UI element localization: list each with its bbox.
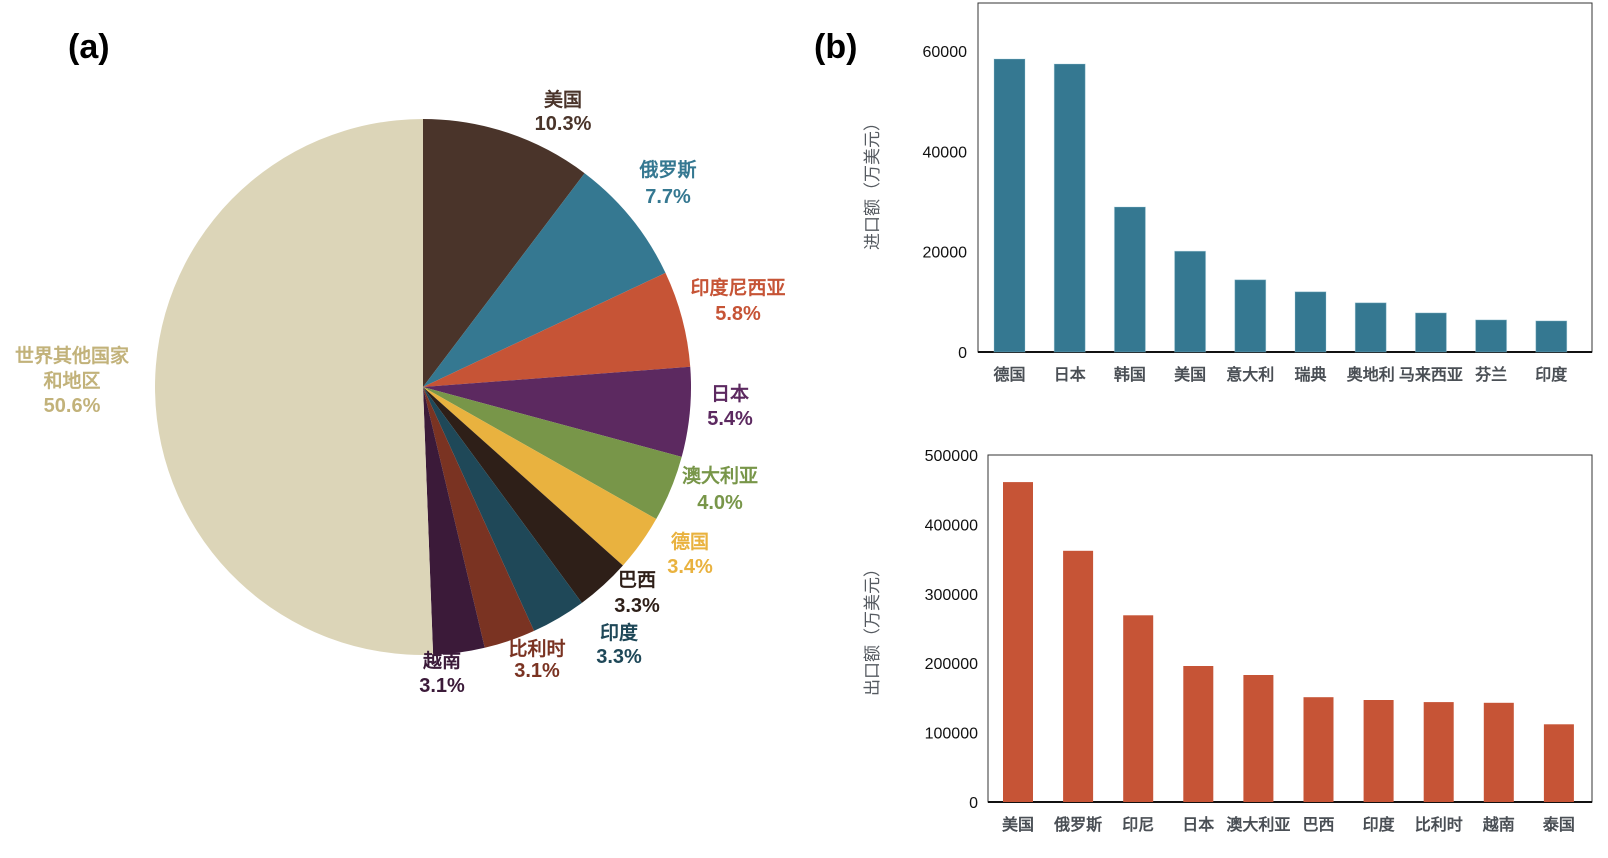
x-tick-label: 印度 <box>1535 365 1568 384</box>
pie-slice <box>423 387 682 520</box>
pie-label-percent: 5.4% <box>707 408 753 430</box>
pie-label-name: 日本 <box>711 382 749 405</box>
x-tick-label: 德国 <box>993 365 1025 384</box>
y-tick-label: 60000 <box>923 44 968 61</box>
pie-label-percent: 10.3% <box>535 113 592 135</box>
bar <box>1183 666 1214 802</box>
x-tick-label: 美国 <box>1174 365 1206 384</box>
bar <box>1113 206 1146 353</box>
pie-slice <box>423 272 691 387</box>
x-tick-label: 日本 <box>1182 815 1214 834</box>
bar <box>1303 697 1334 802</box>
pie-slice <box>155 119 434 655</box>
bar <box>1063 550 1094 802</box>
x-tick-label: 越南 <box>1482 815 1515 834</box>
bar <box>1543 724 1574 802</box>
pie-slice <box>423 387 485 655</box>
bar <box>1354 302 1387 353</box>
bar <box>1475 319 1508 353</box>
pie-label-name: 印度 <box>600 621 639 644</box>
x-tick-label: 美国 <box>1002 815 1034 834</box>
pie-label-name: 巴西 <box>618 569 656 591</box>
pie-label-percent: 50.6% <box>44 395 101 417</box>
y-tick-label: 0 <box>958 345 967 362</box>
pie-slice <box>423 387 582 631</box>
x-tick-label: 奥地利 <box>1347 365 1395 384</box>
bar <box>1414 312 1447 353</box>
panel-label-b: (b) <box>814 28 857 66</box>
x-tick-label: 韩国 <box>1114 365 1146 384</box>
export-y-axis-label: 出口额（万美元） <box>863 560 883 696</box>
x-tick-label: 俄罗斯 <box>1053 815 1102 834</box>
pie-label-name: 俄罗斯 <box>638 158 696 181</box>
panel-label-a: (a) <box>68 28 110 66</box>
pie-slice <box>423 387 657 566</box>
x-tick-label: 印度 <box>1363 815 1396 834</box>
bar <box>1363 700 1394 802</box>
y-tick-label: 300000 <box>925 587 978 604</box>
pie-slice <box>423 387 535 648</box>
y-tick-label: 400000 <box>925 517 978 534</box>
bar <box>1535 320 1568 353</box>
import-bar-chart: 0 20000 40000 60000 德国 日本 韩国 美国 意大利 瑞典 奥地利 马来西亚 芬兰 印… <box>863 2 1593 384</box>
pie-label-name: 和地区 <box>43 369 100 392</box>
y-tick-label: 200000 <box>925 656 978 673</box>
x-tick-label: 巴西 <box>1302 815 1334 834</box>
x-tick-label: 马来西亚 <box>1399 365 1463 384</box>
pie-label-percent: 4.0% <box>697 492 743 514</box>
bar <box>1234 279 1267 353</box>
bar <box>1423 702 1454 802</box>
y-tick-label: 0 <box>969 795 978 812</box>
x-tick-label: 芬兰 <box>1474 365 1507 384</box>
bar <box>1003 482 1033 802</box>
pie-label-percent: 7.7% <box>645 186 691 208</box>
pie-slice <box>423 173 666 387</box>
y-tick-label: 500000 <box>925 448 978 465</box>
x-tick-label: 澳大利亚 <box>1226 815 1290 834</box>
bar <box>1053 63 1086 353</box>
pie-label-name: 德国 <box>671 530 709 553</box>
x-tick-label: 日本 <box>1054 365 1086 384</box>
x-tick-label: 瑞典 <box>1294 365 1326 384</box>
pie-label-name: 越南 <box>422 649 461 672</box>
pie-slice <box>423 118 585 387</box>
pie-label-percent: 3.1% <box>419 675 465 697</box>
pie-label-name: 澳大利亚 <box>682 464 758 487</box>
x-tick-label: 比利时 <box>1415 815 1463 834</box>
bar <box>993 58 1026 353</box>
pie-label-name: 美国 <box>544 88 582 111</box>
pie-label-name: 世界其他国家 <box>15 344 130 367</box>
pie-label-percent: 3.3% <box>614 595 660 617</box>
pie-chart <box>155 118 692 655</box>
bar <box>1243 675 1274 802</box>
pie-label-percent: 3.1% <box>514 660 560 682</box>
y-tick-label: 100000 <box>925 726 978 743</box>
x-tick-label: 泰国 <box>1542 815 1575 834</box>
bar <box>1174 250 1207 353</box>
pie-label-percent: 5.8% <box>715 303 761 325</box>
pie-label-name: 印度尼西亚 <box>690 276 785 299</box>
x-tick-label: 印尼 <box>1122 815 1154 834</box>
import-y-axis-label: 进口额（万美元） <box>863 114 883 250</box>
pie-label-percent: 3.3% <box>596 646 642 668</box>
pie-slice <box>423 366 692 457</box>
bar <box>1294 291 1327 353</box>
export-bar-chart: 0 100000 200000 300000 400000 500000 美国 俄罗斯 印尼 日… <box>863 448 1593 834</box>
bar <box>1483 702 1514 802</box>
x-tick-label: 意大利 <box>1226 365 1274 384</box>
y-tick-label: 20000 <box>923 245 968 262</box>
bar <box>1123 615 1154 802</box>
y-tick-label: 40000 <box>923 144 968 161</box>
pie-label-percent: 3.4% <box>667 556 713 578</box>
pie-slice <box>423 387 623 603</box>
pie-label-name: 比利时 <box>508 638 565 660</box>
